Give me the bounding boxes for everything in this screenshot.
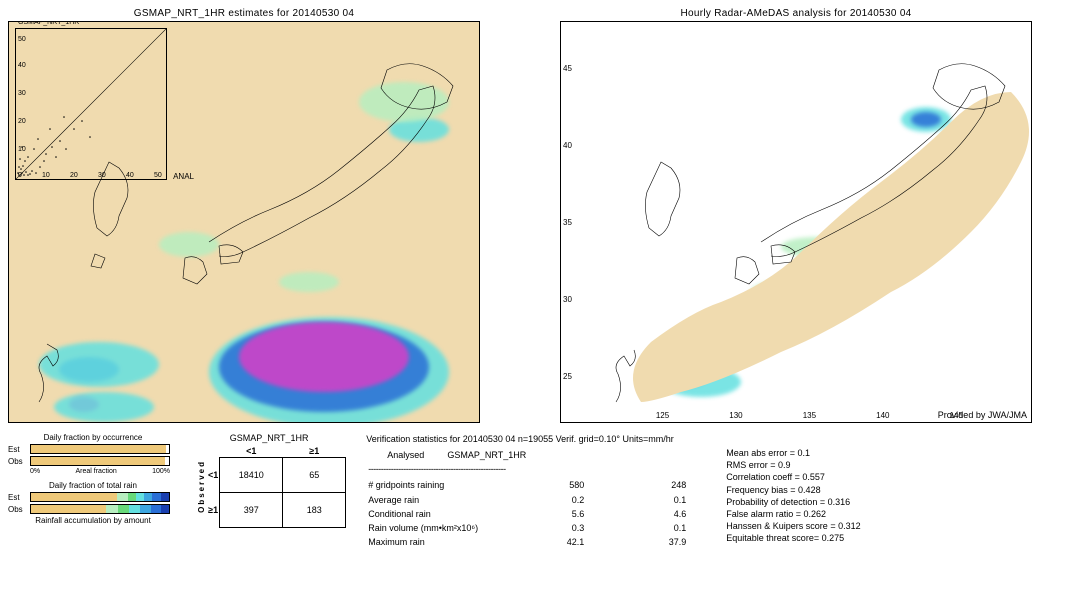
svg-text:40: 40 (18, 62, 26, 69)
lat-tick: 25 (563, 372, 572, 381)
stats-block: Verification statistics for 20140530 04 … (366, 433, 860, 550)
inset-axis-label: ANAL (173, 172, 194, 181)
contingency-block: GSMAP_NRT_1HR Observed <1 ≥1 <1 18410 65… (192, 433, 346, 550)
left-map-panel: GSMAP_NRT_1HR estimates for 20140530 04 (8, 8, 480, 423)
lat-tick: 35 (563, 218, 572, 227)
svg-text:10: 10 (18, 146, 26, 153)
metric-line: Frequency bias = 0.428 (726, 484, 860, 496)
stats-table: Analysed GSMAP_NRT_1HR -----------------… (366, 447, 538, 477)
inset-scatter: 0 10 20 30 40 50 10 20 30 40 50 (16, 29, 166, 179)
ct-cell-00: 18410 (220, 458, 283, 493)
svg-text:40: 40 (126, 172, 134, 179)
stats-row: Rain volume (mm•km²x10⁶)0.30.1 (368, 522, 696, 534)
lon-tick: 135 (803, 411, 816, 420)
right-map-title: Hourly Radar-AMeDAS analysis for 2014053… (680, 8, 911, 19)
svg-text:30: 30 (18, 90, 26, 97)
obs-label: Obs (8, 457, 30, 466)
metric-line: Hanssen & Kuipers score = 0.312 (726, 520, 860, 532)
stats-row: Average rain0.20.1 (368, 494, 696, 506)
metric-line: False alarm ratio = 0.262 (726, 508, 860, 520)
lat-tick: 30 (563, 295, 572, 304)
stats-col-b: GSMAP_NRT_1HR (436, 449, 536, 461)
contingency-table: Observed <1 ≥1 <1 18410 65 ≥1 397 183 (192, 445, 346, 528)
svg-text:20: 20 (70, 172, 78, 179)
right-map: Provided by JWA/JMA 12513013514014525303… (560, 21, 1032, 423)
metric-line: Correlation coeff = 0.557 (726, 471, 860, 483)
axis-max: 100% (152, 468, 170, 475)
right-coastline (561, 22, 1031, 422)
lat-tick: 40 (563, 141, 572, 150)
left-map: 0 10 20 30 40 50 10 20 30 40 50 GSMAP_NRT_1HR A… (8, 21, 480, 423)
lon-tick: 130 (729, 411, 742, 420)
occ-obs-bar (30, 456, 170, 466)
metric-line: Equitable threat score= 0.275 (726, 532, 860, 544)
left-inset: 01020 304050 102030 4050 GSMAP_NRT_1HR A… (15, 28, 167, 180)
stats-row: Conditional rain5.64.6 (368, 508, 696, 520)
axis-min: 0% (30, 468, 40, 475)
svg-text:50: 50 (18, 36, 26, 43)
ct-col-0: <1 (220, 445, 283, 458)
ct-row-0: <1 (207, 458, 220, 493)
stats-row: Maximum rain42.137.9 (368, 536, 696, 548)
occ-title: Daily fraction by occurrence (8, 433, 178, 442)
tot-obs-bar (30, 504, 170, 514)
stats-title: Verification statistics for 20140530 04 … (366, 433, 860, 445)
observed-label: Observed (193, 460, 206, 513)
right-map-panel: Hourly Radar-AMeDAS analysis for 2014053… (560, 8, 1032, 423)
stats-row: # gridpoints raining580248 (368, 479, 696, 491)
ct-cell-11: 183 (283, 493, 346, 528)
svg-text:30: 30 (98, 172, 106, 179)
ct-cell-01: 65 (283, 458, 346, 493)
ct-col-1: ≥1 (283, 445, 346, 458)
fraction-block: Daily fraction by occurrence Est Obs 0% … (8, 433, 178, 550)
occ-est-bar (30, 444, 170, 454)
lon-tick: 140 (876, 411, 889, 420)
ct-row-1: ≥1 (207, 493, 220, 528)
metrics-list: Mean abs error = 0.1RMS error = 0.9Corre… (726, 447, 860, 550)
tot-title: Daily fraction of total rain (8, 481, 178, 490)
stats-col-a: Analysed (380, 449, 434, 461)
accum-title: Rainfall accumulation by amount (8, 516, 178, 525)
svg-text:0: 0 (18, 172, 22, 179)
metric-line: Probability of detection = 0.316 (726, 496, 860, 508)
metric-line: RMS error = 0.9 (726, 459, 860, 471)
svg-text:10: 10 (42, 172, 50, 179)
axis-label: Areal fraction (75, 468, 116, 475)
left-map-title: GSMAP_NRT_1HR estimates for 20140530 04 (134, 8, 355, 19)
lat-tick: 45 (563, 64, 572, 73)
inset-title: GSMAP_NRT_1HR (18, 21, 79, 26)
metric-line: Mean abs error = 0.1 (726, 447, 860, 459)
est-label: Est (8, 445, 30, 454)
ct-title: GSMAP_NRT_1HR (192, 433, 346, 443)
ct-cell-10: 397 (220, 493, 283, 528)
lon-tick: 125 (656, 411, 669, 420)
stats-rows: # gridpoints raining580248 Average rain0.… (366, 477, 698, 550)
tot-est-bar (30, 492, 170, 502)
svg-text:50: 50 (154, 172, 162, 179)
lon-tick: 145 (950, 411, 963, 420)
svg-text:20: 20 (18, 118, 26, 125)
